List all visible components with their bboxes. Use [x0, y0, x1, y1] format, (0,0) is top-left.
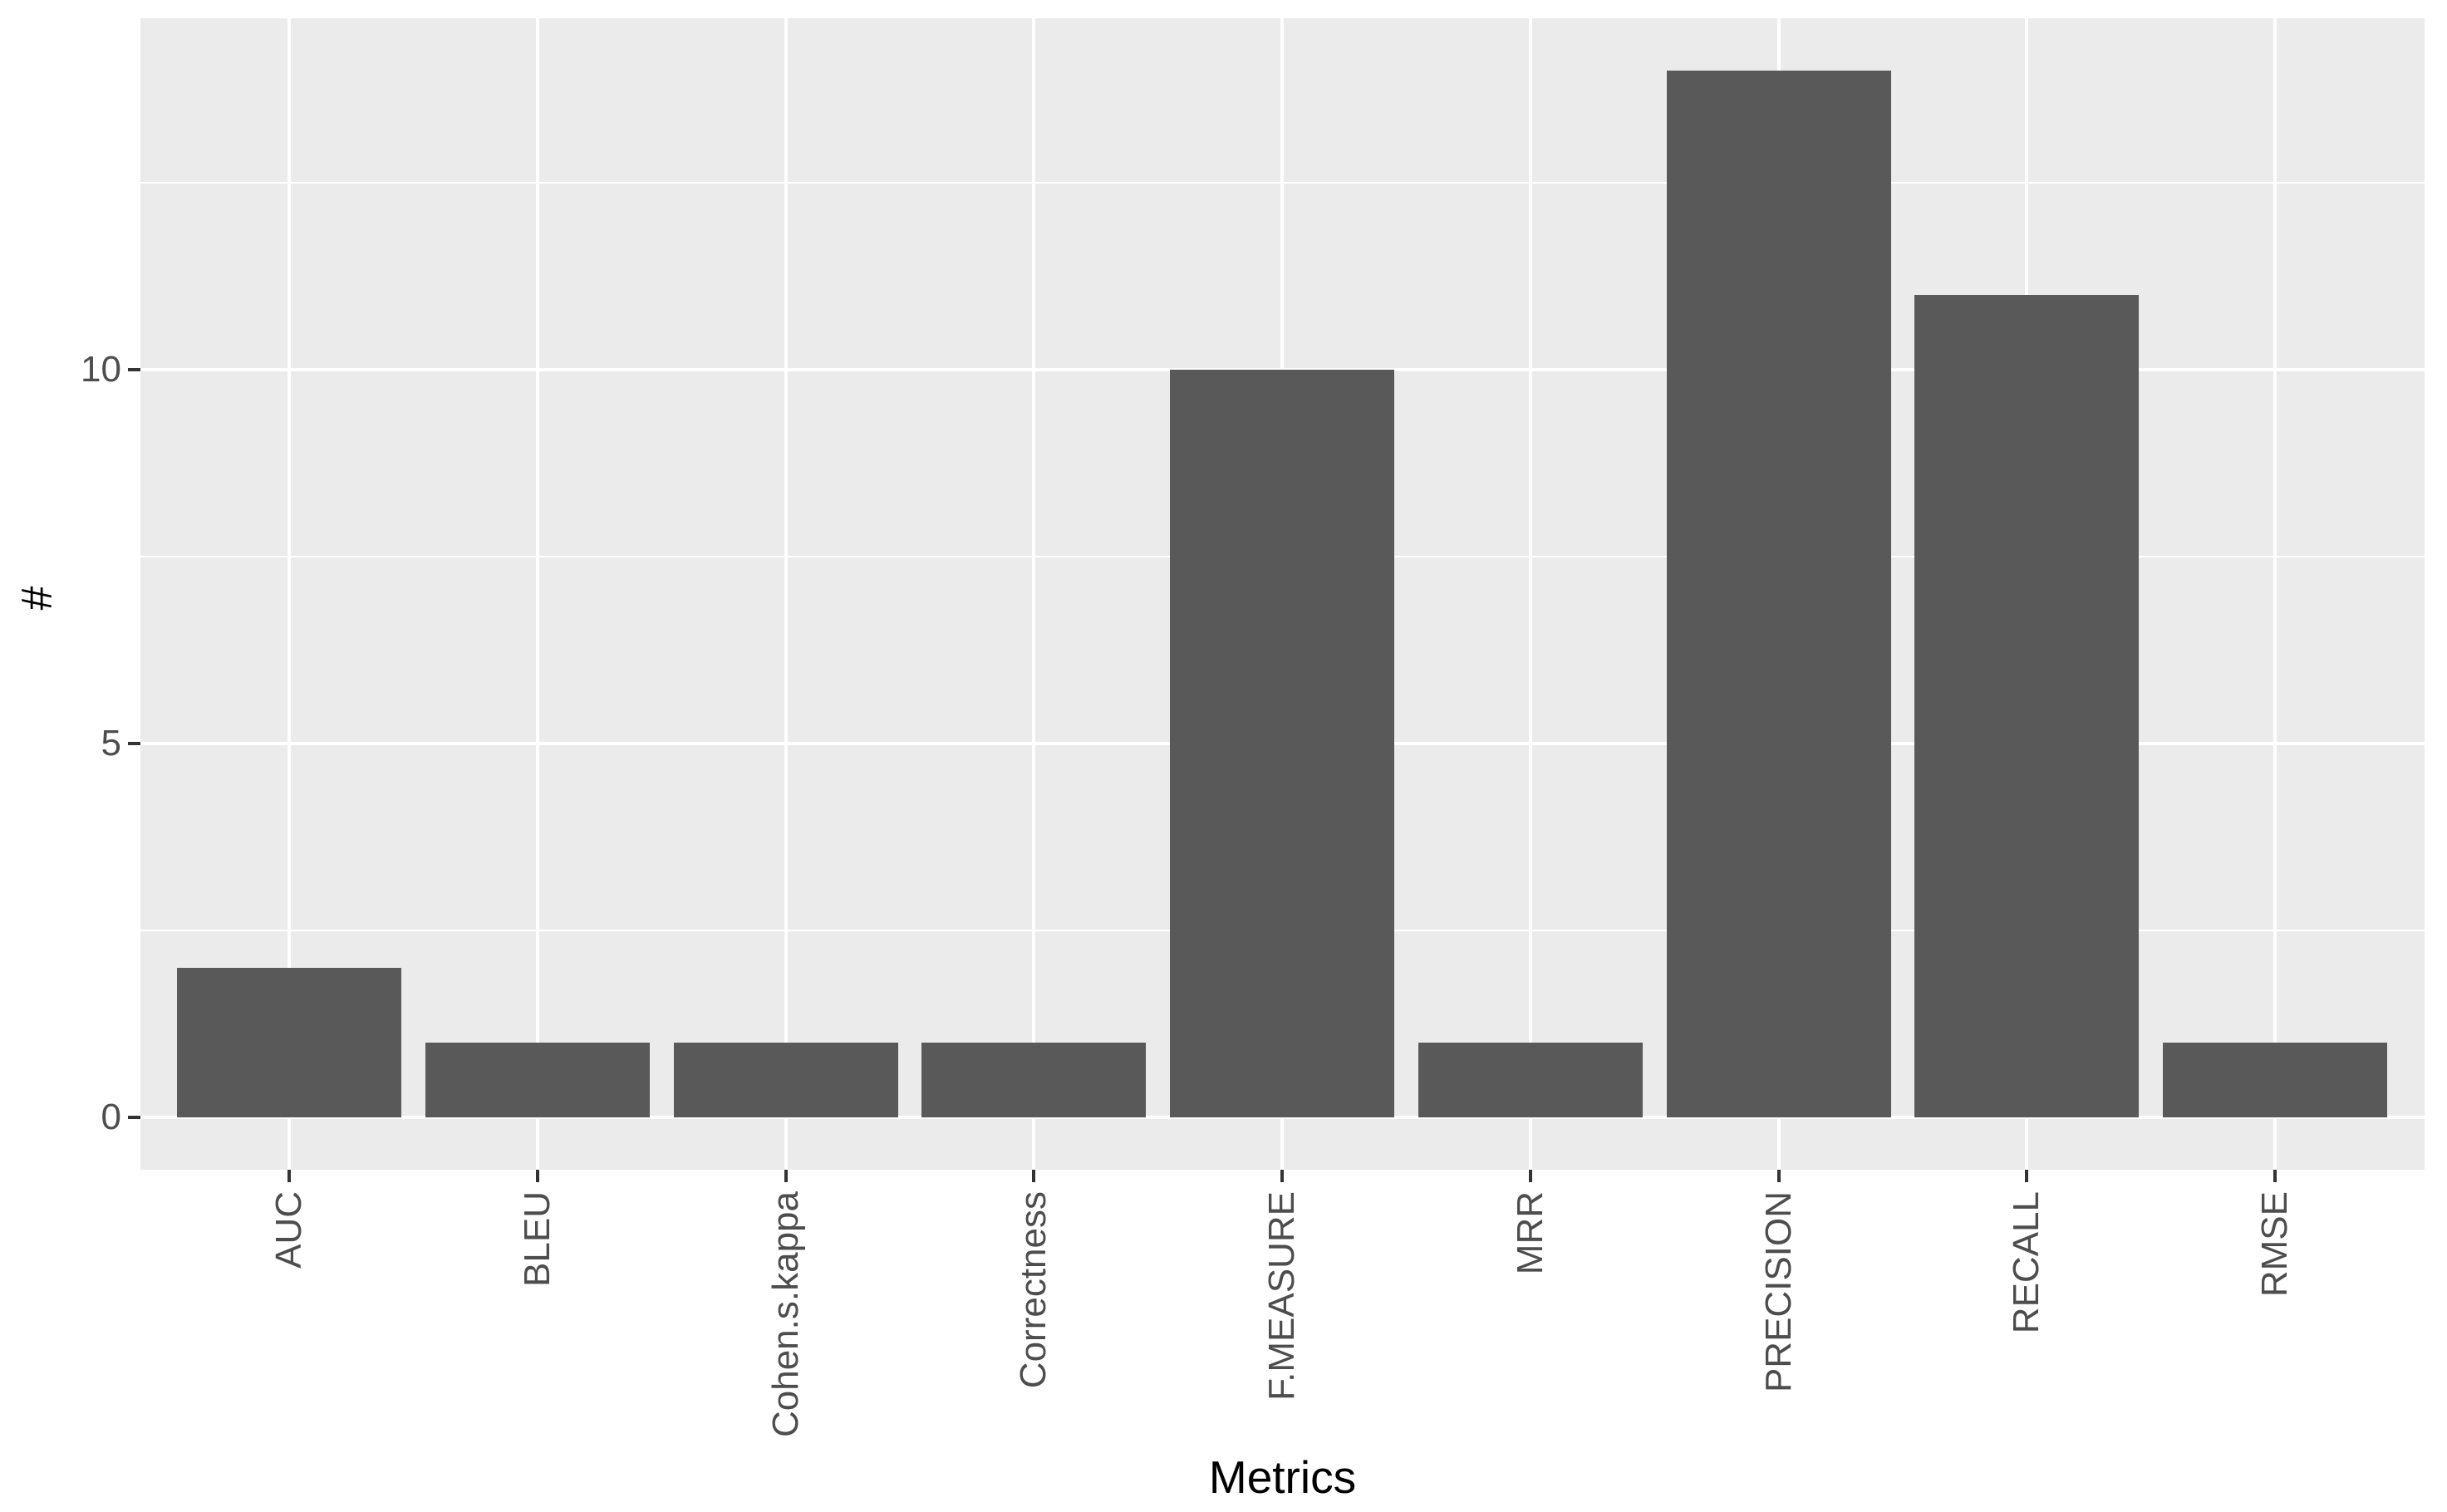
- gridline-major-x: [1528, 18, 1532, 1170]
- x-tick-label: PRECISION: [1757, 1191, 1799, 1393]
- x-tick-mark: [1776, 1170, 1781, 1182]
- gridline-major-x: [287, 18, 291, 1170]
- x-tick-label: Cohen.s.kappa: [764, 1191, 806, 1437]
- x-tick-mark: [2025, 1170, 2029, 1182]
- x-tick-label: F.MEASURE: [1261, 1191, 1302, 1401]
- gridline-major-x: [1032, 18, 1036, 1170]
- x-tick-mark: [287, 1170, 291, 1182]
- x-tick-label: BLEU: [516, 1191, 558, 1287]
- bar-recall: [1914, 295, 2140, 1117]
- x-tick-label: RECALL: [2006, 1191, 2047, 1334]
- x-tick-mark: [1528, 1170, 1532, 1182]
- y-tick-label: 0: [101, 1097, 121, 1137]
- x-tick-label: RMSE: [2254, 1191, 2295, 1298]
- bar-f-measure: [1170, 370, 1394, 1117]
- x-tick-label: MRR: [1509, 1191, 1550, 1275]
- bar-auc: [177, 968, 401, 1117]
- x-axis-title: Metrics: [1034, 1453, 1532, 1501]
- y-tick-label: 5: [101, 723, 121, 763]
- y-tick-mark: [128, 742, 140, 745]
- x-tick-mark: [1032, 1170, 1036, 1182]
- gridline-major-x: [784, 18, 788, 1170]
- gridline-major-x: [2273, 18, 2277, 1170]
- bar-correctness: [921, 1043, 1147, 1117]
- y-tick-mark: [128, 368, 140, 371]
- y-tick-mark: [128, 1116, 140, 1119]
- bar-cohen-s-kappa: [673, 1043, 898, 1117]
- x-tick-label: AUC: [268, 1191, 309, 1269]
- bar-precision: [1666, 71, 1891, 1117]
- x-axis-title-text: Metrics: [1208, 1451, 1357, 1503]
- bar-mrr: [1418, 1043, 1643, 1117]
- bar-rmse: [2163, 1043, 2387, 1117]
- plot-panel: [140, 18, 2425, 1170]
- x-tick-mark: [2273, 1170, 2277, 1182]
- y-axis-title: #: [8, 569, 66, 627]
- bar-bleu: [425, 1043, 650, 1117]
- x-tick-label: Correctness: [1013, 1191, 1054, 1389]
- gridline-major-x: [535, 18, 539, 1170]
- y-tick-label: 10: [81, 349, 121, 390]
- y-axis-title-text: #: [13, 586, 61, 611]
- x-tick-mark: [1280, 1170, 1284, 1182]
- x-tick-mark: [535, 1170, 539, 1182]
- x-tick-mark: [784, 1170, 788, 1182]
